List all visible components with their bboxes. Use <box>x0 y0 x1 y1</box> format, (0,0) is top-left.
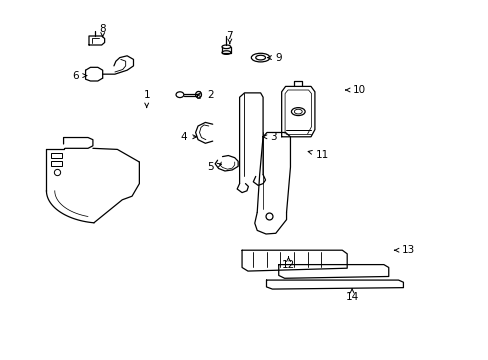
Ellipse shape <box>222 45 230 49</box>
Ellipse shape <box>195 91 201 98</box>
Text: 2: 2 <box>197 90 213 100</box>
Text: 9: 9 <box>267 53 282 63</box>
Text: 1: 1 <box>143 90 150 107</box>
Text: 8: 8 <box>99 24 106 37</box>
Ellipse shape <box>255 55 265 60</box>
Text: 13: 13 <box>394 245 414 255</box>
Ellipse shape <box>291 108 305 116</box>
Text: 5: 5 <box>206 162 221 172</box>
Text: 10: 10 <box>345 85 365 95</box>
Text: 3: 3 <box>263 132 277 142</box>
Text: 6: 6 <box>72 71 86 81</box>
Text: 14: 14 <box>345 289 358 302</box>
Ellipse shape <box>176 92 183 98</box>
Text: 4: 4 <box>180 132 196 142</box>
Bar <box>51 161 62 166</box>
Text: 11: 11 <box>307 150 329 160</box>
Text: 12: 12 <box>281 257 295 270</box>
Ellipse shape <box>294 109 302 114</box>
Ellipse shape <box>251 53 269 62</box>
Bar <box>51 153 62 158</box>
Text: 7: 7 <box>226 31 233 44</box>
Ellipse shape <box>222 51 230 54</box>
